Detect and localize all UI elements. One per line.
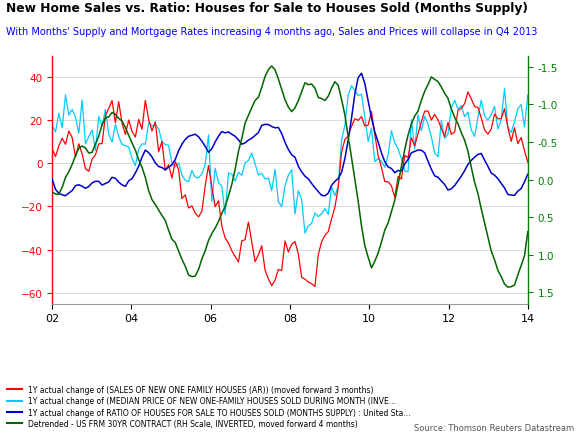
Text: With Months' Supply and Mortgage Rates increasing 4 months ago, Sales and Prices: With Months' Supply and Mortgage Rates i… bbox=[6, 27, 537, 37]
Text: New Home Sales vs. Ratio: Houses for Sale to Houses Sold (Months Supply): New Home Sales vs. Ratio: Houses for Sal… bbox=[6, 2, 528, 15]
Text: Source: Thomson Reuters Datastream: Source: Thomson Reuters Datastream bbox=[414, 423, 574, 432]
Legend: 1Y actual change of (SALES OF NEW ONE FAMILY HOUSES (AR)) (moved forward 3 month: 1Y actual change of (SALES OF NEW ONE FA… bbox=[7, 385, 411, 428]
